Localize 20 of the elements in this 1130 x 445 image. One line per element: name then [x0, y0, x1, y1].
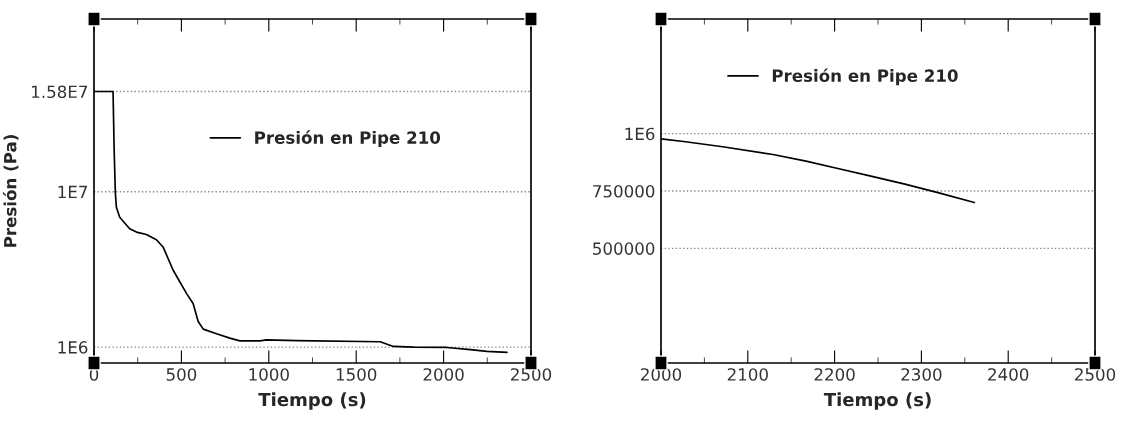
x-tick-label: 2000: [641, 368, 682, 381]
y-tick-label: 1E6: [625, 127, 655, 141]
x-tick-label: 1500: [336, 368, 377, 381]
x-tick-label: 2200: [814, 368, 855, 381]
y-tick-label: 500000: [593, 242, 655, 255]
x-tick-label: 1000: [249, 368, 289, 381]
y-tick-label: 1E7: [58, 185, 88, 199]
x-tick-label: 500: [166, 368, 197, 381]
y-tick-label: 1E6: [58, 341, 88, 354]
y-tick-label: 1.58E7: [32, 85, 88, 99]
y-axis-title: Presión (Pa): [2, 135, 19, 247]
x-tick-label: 2000: [423, 368, 464, 381]
legend-label: Presión en Pipe 210: [255, 130, 441, 148]
legend-label: Presión en Pipe 210: [772, 68, 958, 86]
y-tick-label: 750000: [593, 184, 655, 198]
x-tick-label: 2100: [727, 368, 768, 381]
x-axis-title: Tiempo (s): [258, 392, 366, 410]
x-tick-label: 2400: [988, 368, 1029, 381]
x-tick-label: 2300: [901, 368, 942, 381]
x-axis-title: Tiempo (s): [823, 392, 931, 410]
